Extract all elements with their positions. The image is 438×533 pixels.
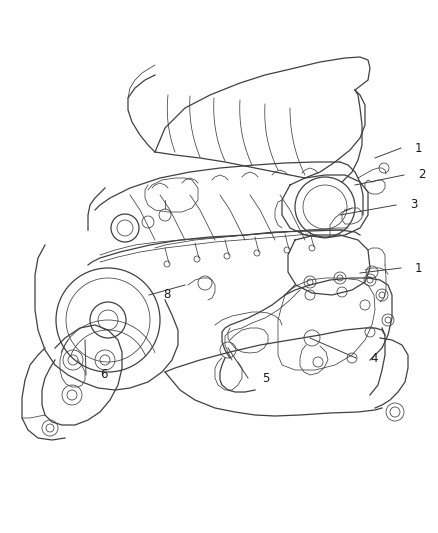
Text: 1: 1 bbox=[414, 262, 421, 274]
Text: 3: 3 bbox=[409, 198, 417, 212]
Text: 5: 5 bbox=[261, 372, 269, 384]
Text: 2: 2 bbox=[417, 168, 424, 182]
Text: 8: 8 bbox=[162, 288, 170, 302]
Text: 1: 1 bbox=[414, 141, 421, 155]
Text: 4: 4 bbox=[369, 351, 377, 365]
Text: 6: 6 bbox=[100, 368, 107, 382]
